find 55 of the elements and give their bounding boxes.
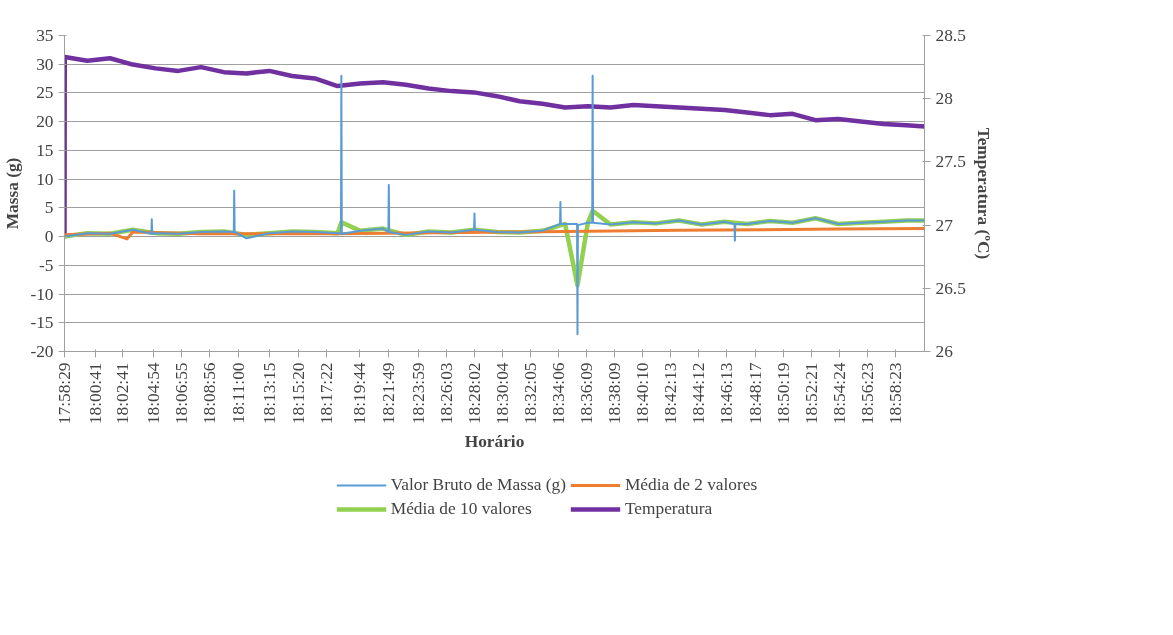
x-tick-label: 18:30:04 — [492, 362, 512, 425]
x-tick-label: 18:21:49 — [378, 362, 398, 425]
x-tick-label: 18:36:09 — [577, 362, 597, 425]
x-tick-label: 18:42:13 — [661, 362, 681, 425]
x-tick-label: 18:04:54 — [144, 362, 163, 425]
y-tick-label: -5 — [39, 255, 54, 275]
x-tick-label: 18:32:05 — [520, 362, 540, 425]
y-tick-label: 15 — [36, 140, 54, 160]
x-tick-label: 18:26:03 — [437, 362, 457, 425]
x-tick-label: 18:48:17 — [745, 362, 765, 425]
x-tick-label: 18:56:23 — [857, 362, 877, 425]
legend-label: Temperatura — [624, 498, 713, 519]
y2-axis-title: Temperatura (ºC) — [973, 127, 993, 260]
y2-tick-label: 28.5 — [935, 26, 966, 45]
y-tick-label: 10 — [36, 169, 54, 189]
y2-tick-label: 26.5 — [935, 278, 966, 298]
x-tick-label: 18:50:19 — [773, 362, 793, 425]
y2-tick-label: 26 — [935, 342, 954, 361]
x-tick-label: 18:15:20 — [288, 362, 308, 425]
x-axis-title: Horário — [464, 432, 525, 452]
y-tick-label: -15 — [30, 313, 54, 333]
y-tick-label: 20 — [36, 112, 54, 132]
y-tick-label: -20 — [30, 342, 54, 361]
legend-label: Média de 2 valores — [624, 474, 758, 495]
y-tick-label: 5 — [44, 198, 54, 218]
x-tick-label: 18:38:09 — [605, 362, 625, 425]
x-tick-label: 18:40:10 — [633, 362, 652, 425]
y-tick-label: 25 — [36, 83, 54, 103]
y2-tick-label: 27.5 — [935, 152, 966, 172]
y-tick-label: -10 — [30, 284, 54, 304]
y-tick-label: 0 — [44, 227, 54, 247]
y-tick-label: 30 — [36, 54, 54, 74]
x-tick-label: 18:54:24 — [830, 362, 850, 425]
x-tick-label: 18:11:00 — [228, 362, 248, 424]
x-tick-label: 18:06:55 — [171, 362, 191, 425]
x-tick-label: 18:52:21 — [801, 362, 821, 425]
legend-label: Valor Bruto de Massa (g) — [390, 474, 566, 495]
x-tick-label: 17:58:29 — [55, 362, 75, 425]
x-tick-label: 18:17:22 — [316, 362, 336, 425]
x-tick-label: 18:44:12 — [688, 362, 708, 425]
x-tick-label: 18:46:13 — [716, 362, 736, 425]
x-tick-label: 18:58:23 — [885, 362, 905, 425]
y2-tick-label: 27 — [935, 215, 954, 235]
x-tick-label: 18:13:15 — [259, 362, 279, 425]
x-tick-label: 18:34:06 — [548, 362, 568, 425]
x-tick-label: 18:00:41 — [85, 362, 105, 425]
x-tick-label: 18:02:41 — [113, 362, 133, 425]
x-tick-label: 18:28:02 — [464, 362, 484, 425]
y-axis-title: Massa (g) — [3, 157, 23, 230]
x-tick-label: 18:23:59 — [408, 362, 428, 425]
legend-label: Média de 10 valores — [390, 498, 532, 519]
y-tick-label: 35 — [36, 26, 54, 45]
x-tick-label: 18:08:56 — [199, 362, 219, 425]
y2-tick-label: 28 — [935, 89, 953, 109]
x-tick-label: 18:19:44 — [349, 362, 369, 425]
